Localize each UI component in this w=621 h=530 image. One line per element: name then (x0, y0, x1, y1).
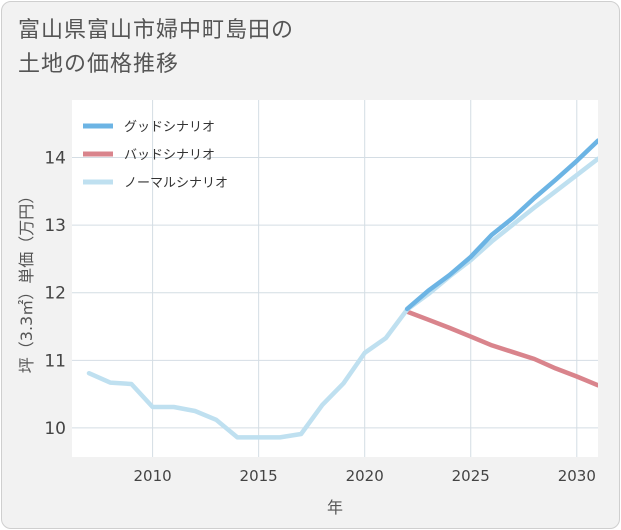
y-tick-label: 13 (44, 216, 66, 236)
chart-title: 富山県富山市婦中町島田の 土地の価格推移 (18, 14, 294, 82)
plot-area (72, 100, 598, 457)
y-tick-label: 11 (44, 351, 66, 371)
series-line-good-scenario (404, 138, 598, 312)
y-axis-label: 坪（3.3㎡）単価（万円） (17, 188, 36, 373)
legend-label-bad-scenario: バッドシナリオ (124, 148, 215, 163)
series-line-normal-scenario (86, 156, 598, 440)
title-line-1: 富山県富山市婦中町島田の (18, 18, 295, 43)
series-line-bad-scenario (404, 309, 598, 388)
legend-label-good-scenario: グッドシナリオ (124, 120, 215, 135)
y-tick-label: 14 (44, 148, 66, 168)
x-tick-label: 2030 (558, 467, 596, 485)
x-tick-label: 2010 (134, 467, 172, 485)
y-tick-label: 12 (44, 284, 66, 304)
x-tick-label: 2015 (240, 467, 278, 485)
legend-label-normal-scenario: ノーマルシナリオ (124, 176, 228, 191)
x-axis-label: 年 (327, 498, 343, 517)
x-tick-label: 2025 (452, 467, 490, 485)
title-line-2: 土地の価格推移 (18, 52, 180, 77)
y-tick-label: 10 (44, 419, 66, 439)
x-tick-label: 2020 (346, 467, 384, 485)
